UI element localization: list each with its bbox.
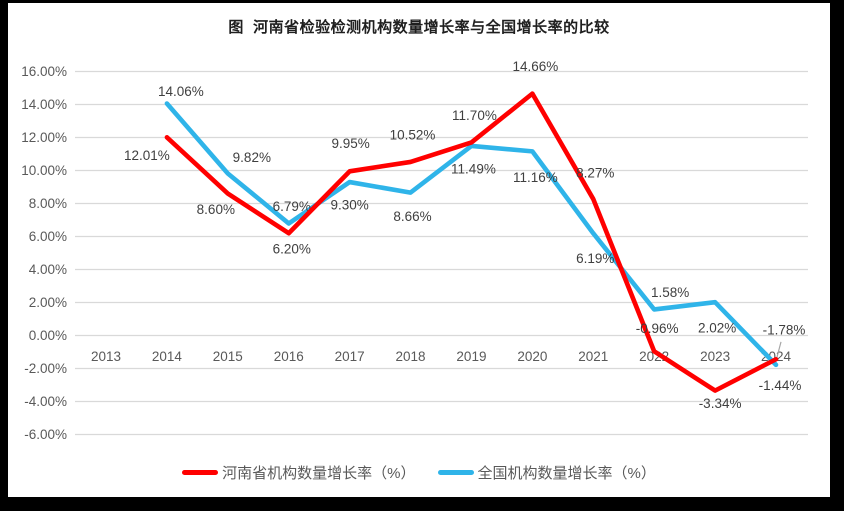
data-label: 14.06%: [158, 84, 204, 99]
data-label: -1.44%: [759, 378, 802, 393]
y-tick-label: 8.00%: [29, 196, 67, 211]
x-tick-label: 2023: [700, 349, 730, 364]
y-tick-label: 14.00%: [21, 97, 67, 112]
y-tick-label: -4.00%: [24, 394, 67, 409]
x-tick-label: 2019: [456, 349, 486, 364]
x-tick-label: 2021: [578, 349, 608, 364]
y-tick-label: 16.00%: [21, 64, 67, 79]
x-tick-label: 2016: [274, 349, 304, 364]
legend-item-national: 全国机构数量增长率（%）: [437, 462, 656, 483]
chart-title: 图 河南省检验检测机构数量增长率与全国增长率的比较: [228, 19, 610, 36]
data-label: 11.16%: [513, 170, 558, 185]
data-label: 2.02%: [698, 321, 736, 336]
data-label: 8.66%: [393, 209, 431, 224]
x-tick-label: 2017: [335, 349, 365, 364]
data-label: 10.52%: [390, 127, 436, 142]
data-label: 8.60%: [197, 202, 235, 217]
national-line-swatch: [437, 470, 474, 475]
y-tick-label: -2.00%: [24, 361, 67, 376]
data-label: 6.20%: [273, 242, 311, 257]
series-line: [164, 101, 779, 368]
x-tick-label: 2020: [517, 349, 547, 364]
x-tick-label: 2014: [152, 349, 183, 364]
data-label: -3.34%: [699, 396, 742, 411]
data-label: -1.78%: [763, 322, 806, 337]
legend-label-henan: 河南省机构数量增长率（%）: [222, 465, 416, 482]
data-label: 11.70%: [452, 108, 497, 123]
chart-legend: 河南省机构数量增长率（%） 全国机构数量增长率（%）: [8, 462, 830, 483]
y-tick-label: 10.00%: [21, 163, 67, 178]
y-tick-label: 12.00%: [21, 130, 67, 145]
series-line: [164, 91, 779, 393]
x-tick-label: 2018: [396, 349, 426, 364]
data-label: 14.66%: [512, 59, 558, 74]
legend-label-national: 全国机构数量增长率（%）: [477, 465, 656, 482]
y-tick-label: 2.00%: [29, 295, 67, 310]
data-label: 11.49%: [451, 161, 496, 176]
data-label: 6.79%: [273, 199, 311, 214]
henan-line-swatch: [182, 470, 219, 475]
data-label: 12.01%: [124, 148, 170, 163]
data-label: 9.82%: [233, 150, 271, 165]
data-label: 1.58%: [651, 285, 689, 300]
data-label: 9.95%: [331, 136, 369, 151]
data-label: 9.30%: [330, 198, 368, 213]
chart-canvas: 图 河南省检验检测机构数量增长率与全国增长率的比较 16.00% 14.00% 12…: [8, 3, 830, 497]
y-tick-label: 6.00%: [29, 229, 67, 244]
data-label: 6.19%: [576, 251, 614, 266]
y-tick-label: 0.00%: [29, 328, 67, 343]
y-tick-label: 4.00%: [29, 262, 67, 277]
data-label: -0.96%: [636, 321, 679, 336]
y-tick-label: -6.00%: [24, 427, 67, 442]
legend-item-henan: 河南省机构数量增长率（%）: [182, 462, 416, 483]
x-tick-label: 2015: [213, 349, 243, 364]
data-label: 8.27%: [576, 166, 614, 181]
x-tick-label: 2013: [91, 349, 121, 364]
x-tick-label: 2022: [639, 349, 669, 364]
chart-plot-area: 16.00% 14.00% 12.00% 10.00% 8.00% 6.00% 4.00% 2…: [21, 59, 808, 442]
